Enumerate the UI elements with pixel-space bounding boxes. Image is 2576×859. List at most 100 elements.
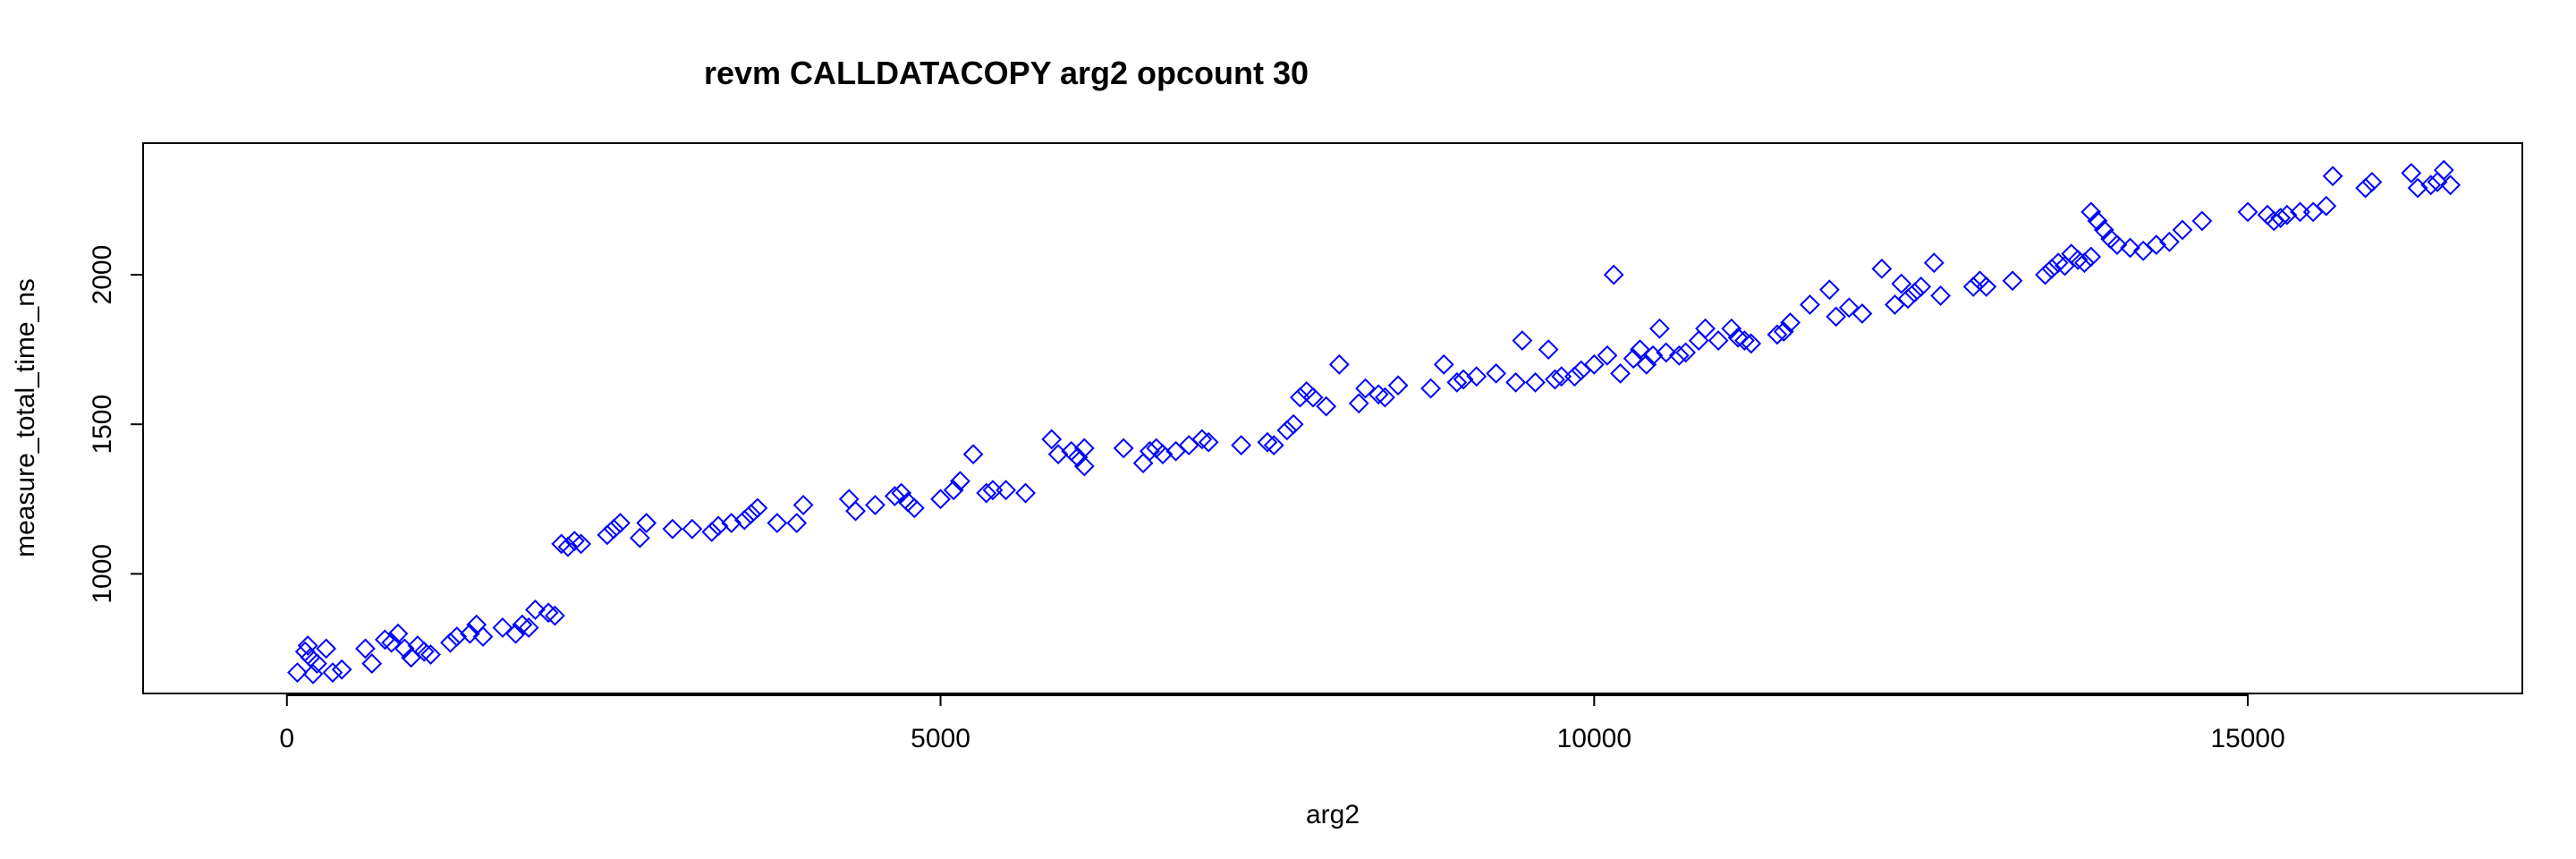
- data-point: [1818, 279, 1840, 301]
- data-point: [1375, 387, 1395, 408]
- data-point: [1800, 294, 1820, 315]
- y-axis: 1000 1500 2000: [88, 245, 144, 604]
- data-point: [2073, 252, 2095, 274]
- data-point: [1597, 344, 1618, 366]
- data-point: [1047, 444, 1069, 465]
- data-point: [1231, 435, 1252, 455]
- data-point: [1387, 375, 1409, 396]
- data-point: [1420, 378, 1442, 399]
- data-point: [1727, 327, 1749, 348]
- data-point: [2146, 234, 2167, 256]
- data-point: [297, 635, 318, 656]
- data-point: [2322, 166, 2343, 187]
- data-point: [2172, 219, 2193, 241]
- data-point: [1152, 444, 1174, 465]
- data-point: [1257, 431, 1278, 453]
- data-point: [2270, 208, 2292, 228]
- data-point: [1316, 395, 1337, 417]
- data-point: [865, 495, 886, 515]
- data-point: [1891, 273, 1912, 294]
- data-point: [1603, 264, 1624, 285]
- data-point: [1707, 330, 1729, 352]
- data-point: [701, 522, 723, 542]
- data-point: [1139, 440, 1160, 462]
- data-point: [2080, 201, 2102, 223]
- x-tick-label: 5000: [911, 724, 970, 753]
- data-point: [1486, 362, 1507, 384]
- data-point: [1838, 297, 1860, 319]
- data-point: [1433, 353, 1454, 375]
- data-point: [976, 482, 997, 504]
- data-point: [597, 524, 618, 546]
- data-point: [708, 515, 729, 537]
- data-point: [1911, 276, 1932, 297]
- data-point: [557, 536, 579, 557]
- data-point: [721, 513, 742, 533]
- data-point: [492, 617, 513, 638]
- data-point: [891, 482, 912, 504]
- data-point: [662, 518, 683, 540]
- data-point: [1178, 435, 1199, 455]
- data-point: [538, 602, 559, 624]
- data-point: [682, 518, 703, 540]
- data-point: [1897, 288, 1919, 310]
- data-point: [2302, 201, 2324, 223]
- data-point: [2047, 252, 2069, 274]
- data-point: [1466, 366, 1487, 387]
- data-point: [518, 617, 539, 638]
- data-point: [1132, 453, 1154, 474]
- data-point: [1885, 294, 1905, 315]
- data-point: [1852, 303, 1873, 324]
- data-point: [1642, 344, 1664, 366]
- data-point: [1198, 431, 1219, 453]
- data-point: [733, 509, 755, 531]
- data-point: [355, 638, 376, 659]
- data-point: [387, 623, 409, 644]
- x-tick-label: 15000: [2210, 724, 2284, 753]
- data-point: [1780, 312, 1801, 333]
- data-point: [1571, 360, 1592, 381]
- data-point: [1545, 369, 1565, 390]
- data-point: [1976, 276, 1997, 297]
- data-point: [1773, 321, 1794, 342]
- data-points: [287, 159, 2462, 685]
- data-point: [1191, 429, 1213, 450]
- data-point: [741, 504, 762, 524]
- data-point: [845, 500, 866, 522]
- data-point: [1636, 353, 1657, 375]
- data-point: [2401, 163, 2422, 183]
- data-point: [1073, 455, 1095, 477]
- data-point: [525, 599, 546, 620]
- data-point: [1446, 371, 1468, 393]
- data-point: [2035, 264, 2055, 285]
- data-point: [2237, 201, 2258, 223]
- data-point: [1067, 447, 1089, 468]
- data-point: [2191, 210, 2213, 232]
- data-point: [1675, 342, 1697, 363]
- data-point: [1368, 384, 1389, 405]
- data-point: [544, 605, 565, 626]
- data-point: [2276, 204, 2298, 225]
- data-point: [1733, 330, 1755, 352]
- data-point: [1283, 413, 1304, 435]
- data-point: [1296, 381, 1318, 402]
- data-point: [331, 659, 352, 680]
- data-point: [287, 662, 308, 684]
- data-point: [603, 518, 624, 540]
- data-point: [2361, 172, 2383, 192]
- data-point: [792, 495, 814, 515]
- data-point: [2002, 270, 2023, 292]
- data-point: [1962, 276, 1984, 297]
- data-point: [1073, 438, 1095, 459]
- data-point: [884, 485, 905, 506]
- data-point: [472, 626, 494, 647]
- data-point: [2407, 177, 2428, 199]
- data-point: [930, 489, 951, 510]
- data-point: [2420, 174, 2442, 196]
- data-point: [629, 527, 650, 549]
- data-point: [1871, 258, 1893, 279]
- data-point: [903, 498, 925, 519]
- data-point: [838, 489, 860, 510]
- data-point: [1741, 333, 1762, 354]
